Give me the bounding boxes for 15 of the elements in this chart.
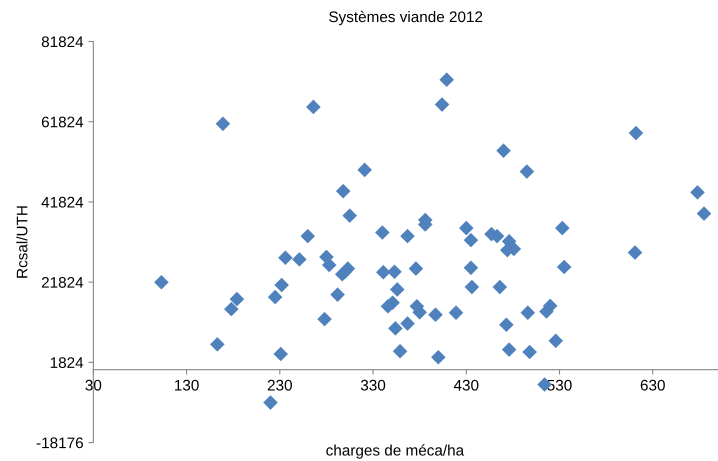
y-tick-label: 81824 — [42, 36, 84, 48]
x-tick-label: 630 — [640, 380, 665, 391]
y-tick-label: 1824 — [50, 357, 84, 368]
x-tick-label: 30 — [85, 380, 102, 391]
y-tick-label: -18176 — [36, 437, 83, 448]
x-tick-label: 130 — [174, 380, 199, 391]
x-tick-label: 230 — [268, 380, 292, 391]
x-tick-label: 430 — [454, 380, 478, 391]
y-tick-label: 61824 — [42, 116, 84, 128]
x-axis-title: charges de méca/ha — [326, 444, 464, 459]
x-tick-label: 330 — [360, 380, 386, 391]
y-tick-label: 41824 — [41, 196, 84, 208]
y-tick-label: 21824 — [42, 277, 84, 288]
chart-title: Systèmes viande 2012 — [329, 10, 482, 26]
y-axis-title: Rcsal/UTH — [16, 206, 28, 278]
